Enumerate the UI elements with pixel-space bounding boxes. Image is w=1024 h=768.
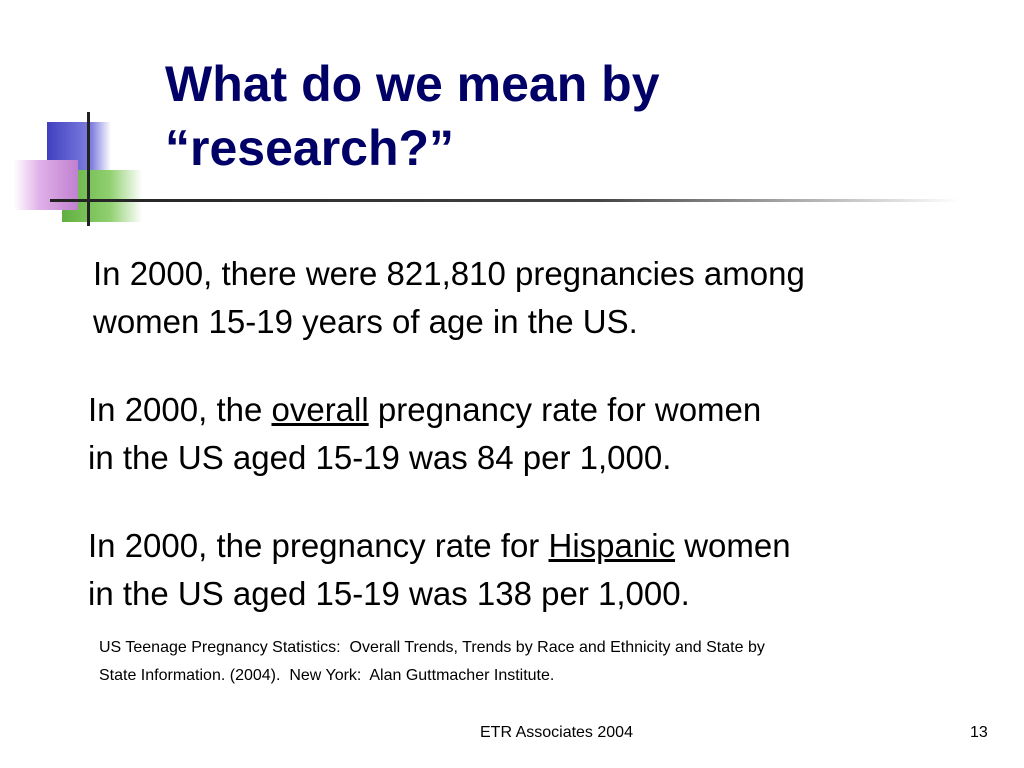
text: in the US aged 15-19 was 84 per 1,000. [88, 439, 672, 476]
title-line: What do we mean by [165, 56, 660, 112]
paragraph-line: women 15-19 years of age in the US. [93, 298, 805, 346]
underlined-text: overall [271, 391, 369, 428]
paragraph: In 2000, the overall pregnancy rate for … [88, 386, 761, 482]
vertical-rule [87, 112, 90, 226]
text: In 2000, the [88, 391, 272, 428]
citation-line: US Teenage Pregnancy Statistics: Overall… [99, 639, 765, 656]
text: pregnancy rate for women [368, 391, 762, 428]
paragraph-line: In 2000, the overall pregnancy rate for … [88, 386, 761, 434]
horizontal-rule [50, 199, 960, 202]
paragraph: In 2000, there were 821,810 pregnancies … [93, 250, 805, 346]
citation-line: State Information. (2004). New York: Ala… [99, 667, 555, 684]
text: in the US aged 15-19 was 138 per 1,000. [88, 575, 690, 612]
text: In 2000, the pregnancy rate for [88, 527, 549, 564]
paragraph: In 2000, the pregnancy rate for Hispanic… [88, 522, 791, 618]
decoration [0, 0, 1024, 240]
text: women 15-19 years of age in the US. [93, 303, 638, 340]
paragraph-line: in the US aged 15-19 was 84 per 1,000. [88, 434, 761, 482]
paragraph-line: In 2000, the pregnancy rate for Hispanic… [88, 522, 791, 570]
underlined-text: Hispanic [548, 527, 676, 564]
title-line: “research?” [165, 120, 455, 176]
citation: US Teenage Pregnancy Statistics: Overall… [99, 634, 765, 690]
page-number: 13 [970, 724, 988, 741]
paragraph-line: In 2000, there were 821,810 pregnancies … [93, 250, 805, 298]
paragraph-line: in the US aged 15-19 was 138 per 1,000. [88, 570, 791, 618]
footer: ETR Associates 2004 [480, 724, 633, 741]
text: women [675, 527, 791, 564]
text: In 2000, there were 821,810 pregnancies … [93, 255, 805, 292]
title: What do we mean by “research?” [165, 52, 660, 180]
pink-square [14, 160, 78, 210]
